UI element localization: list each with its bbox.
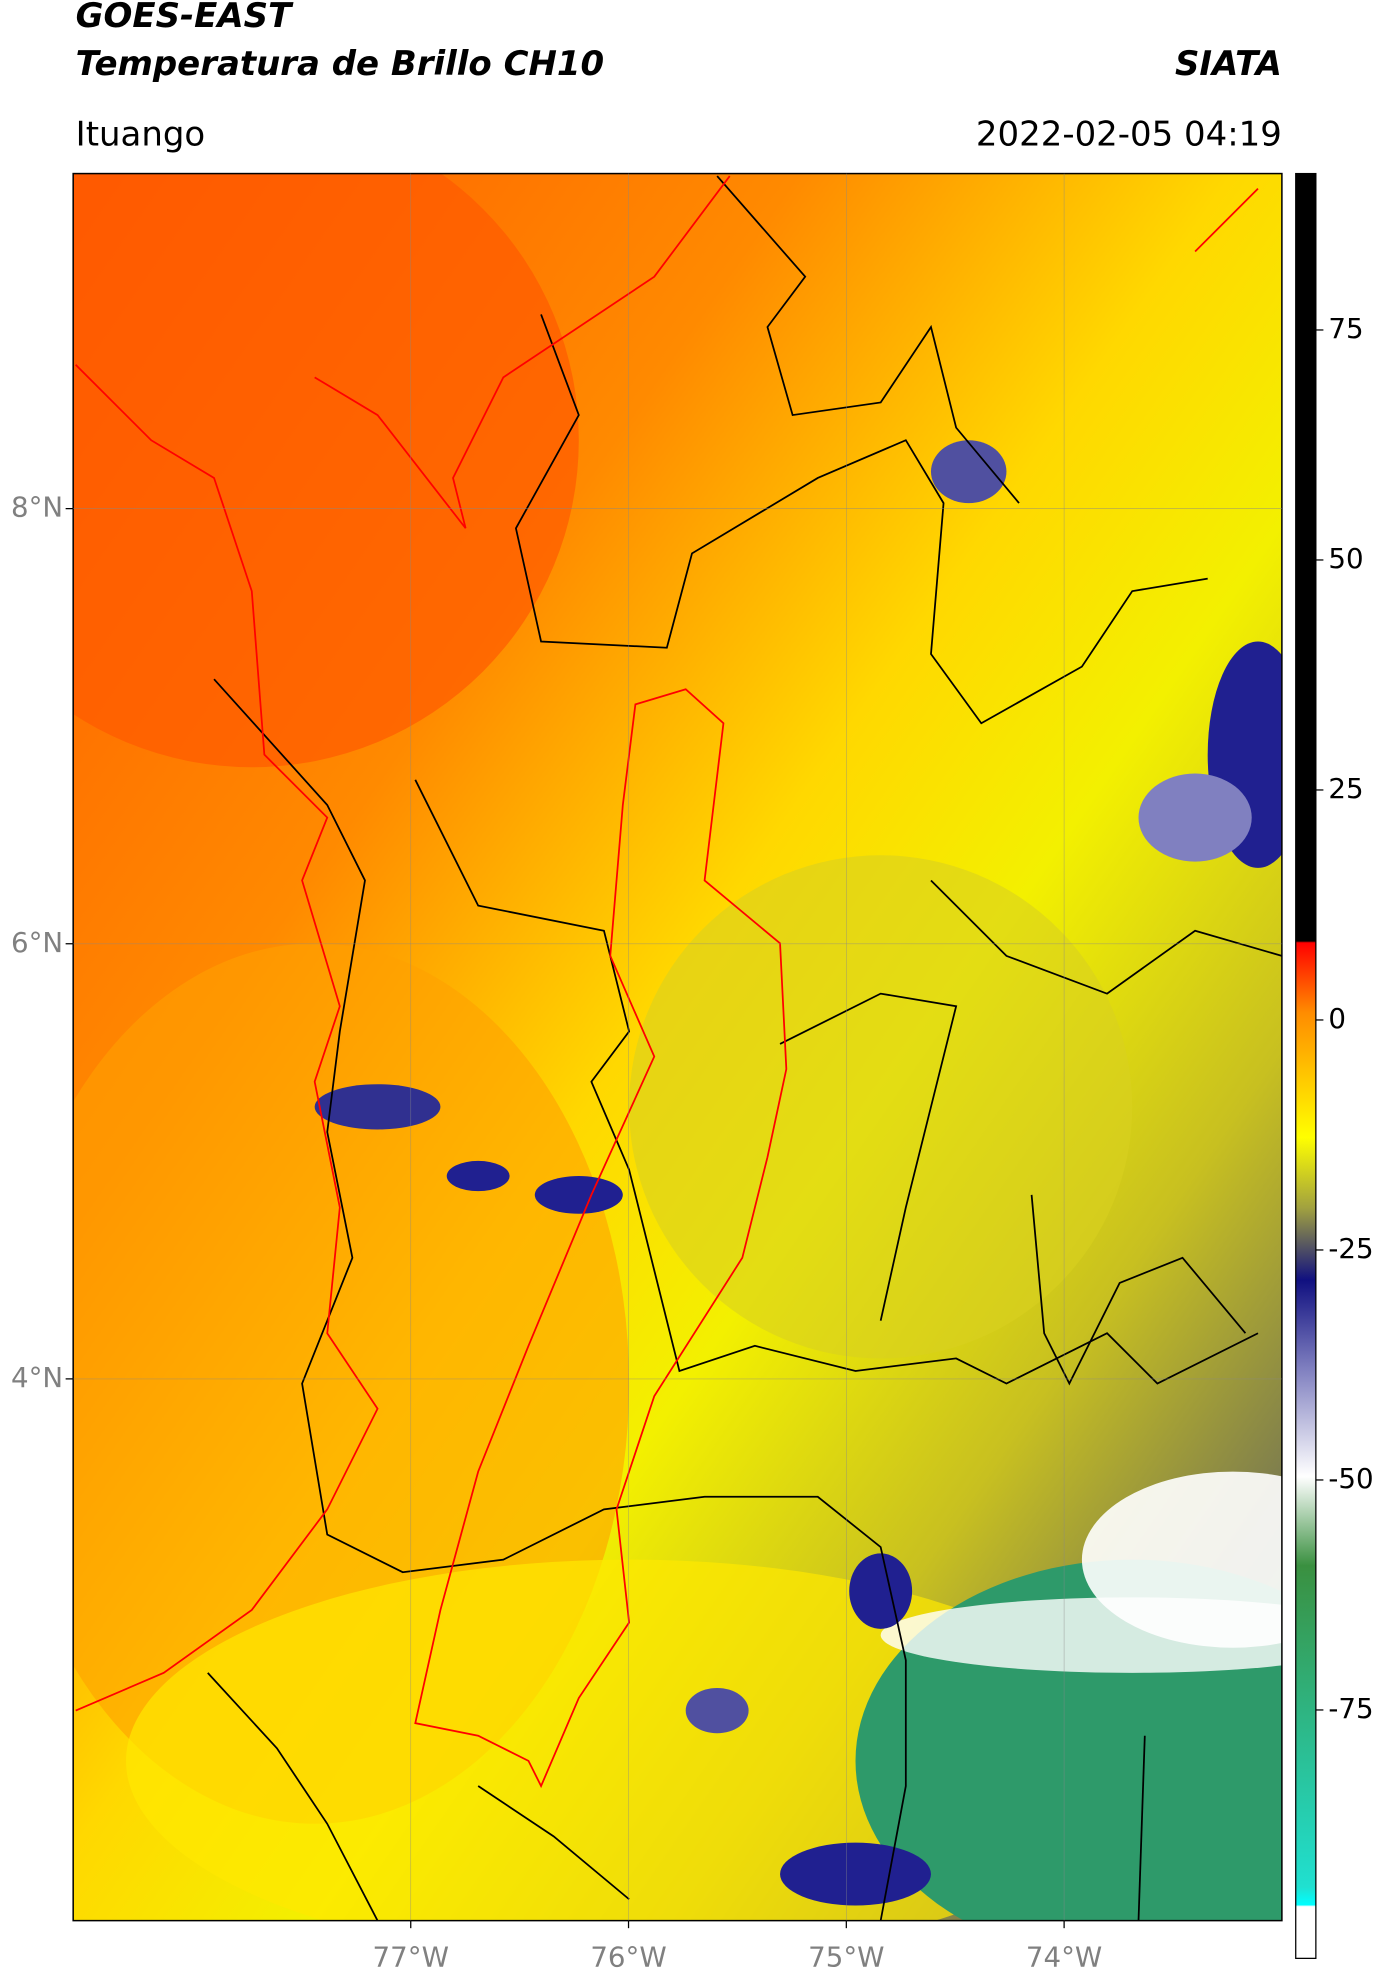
x-tick-label: 77°W [373, 1940, 449, 1973]
y-tick-label: 8°N [11, 491, 63, 524]
map-frame [72, 172, 1283, 1922]
y-tick-label: 6°N [11, 926, 63, 959]
source: SIATA [1175, 44, 1282, 84]
x-tick-label: 74°W [1026, 1940, 1102, 1973]
coastline [75, 175, 1259, 1789]
colorbar-tick-label: 0 [1328, 1002, 1346, 1035]
borders [207, 175, 1282, 1921]
colorbar-tick-label: -25 [1328, 1232, 1373, 1265]
map-image [73, 173, 1282, 1921]
datetime: 2022-02-05 04:19 [976, 114, 1282, 154]
x-tick-label: 76°W [590, 1940, 666, 1973]
colorbar-tick-label: 75 [1328, 312, 1363, 345]
region: Ituango [76, 114, 206, 154]
title: GOES-EAST [76, 0, 294, 36]
colorbar [1295, 172, 1317, 1959]
colorbar-tick-label: -50 [1328, 1462, 1373, 1495]
colorbar-tick-label: 50 [1328, 542, 1363, 575]
y-tick-label: 4°N [11, 1361, 63, 1394]
colorbar-tick-label: 25 [1328, 772, 1363, 805]
x-tick-label: 75°W [808, 1940, 884, 1973]
colorbar-tick-label: -75 [1328, 1692, 1373, 1725]
subtitle: Temperatura de Brillo CH10 [76, 44, 604, 84]
